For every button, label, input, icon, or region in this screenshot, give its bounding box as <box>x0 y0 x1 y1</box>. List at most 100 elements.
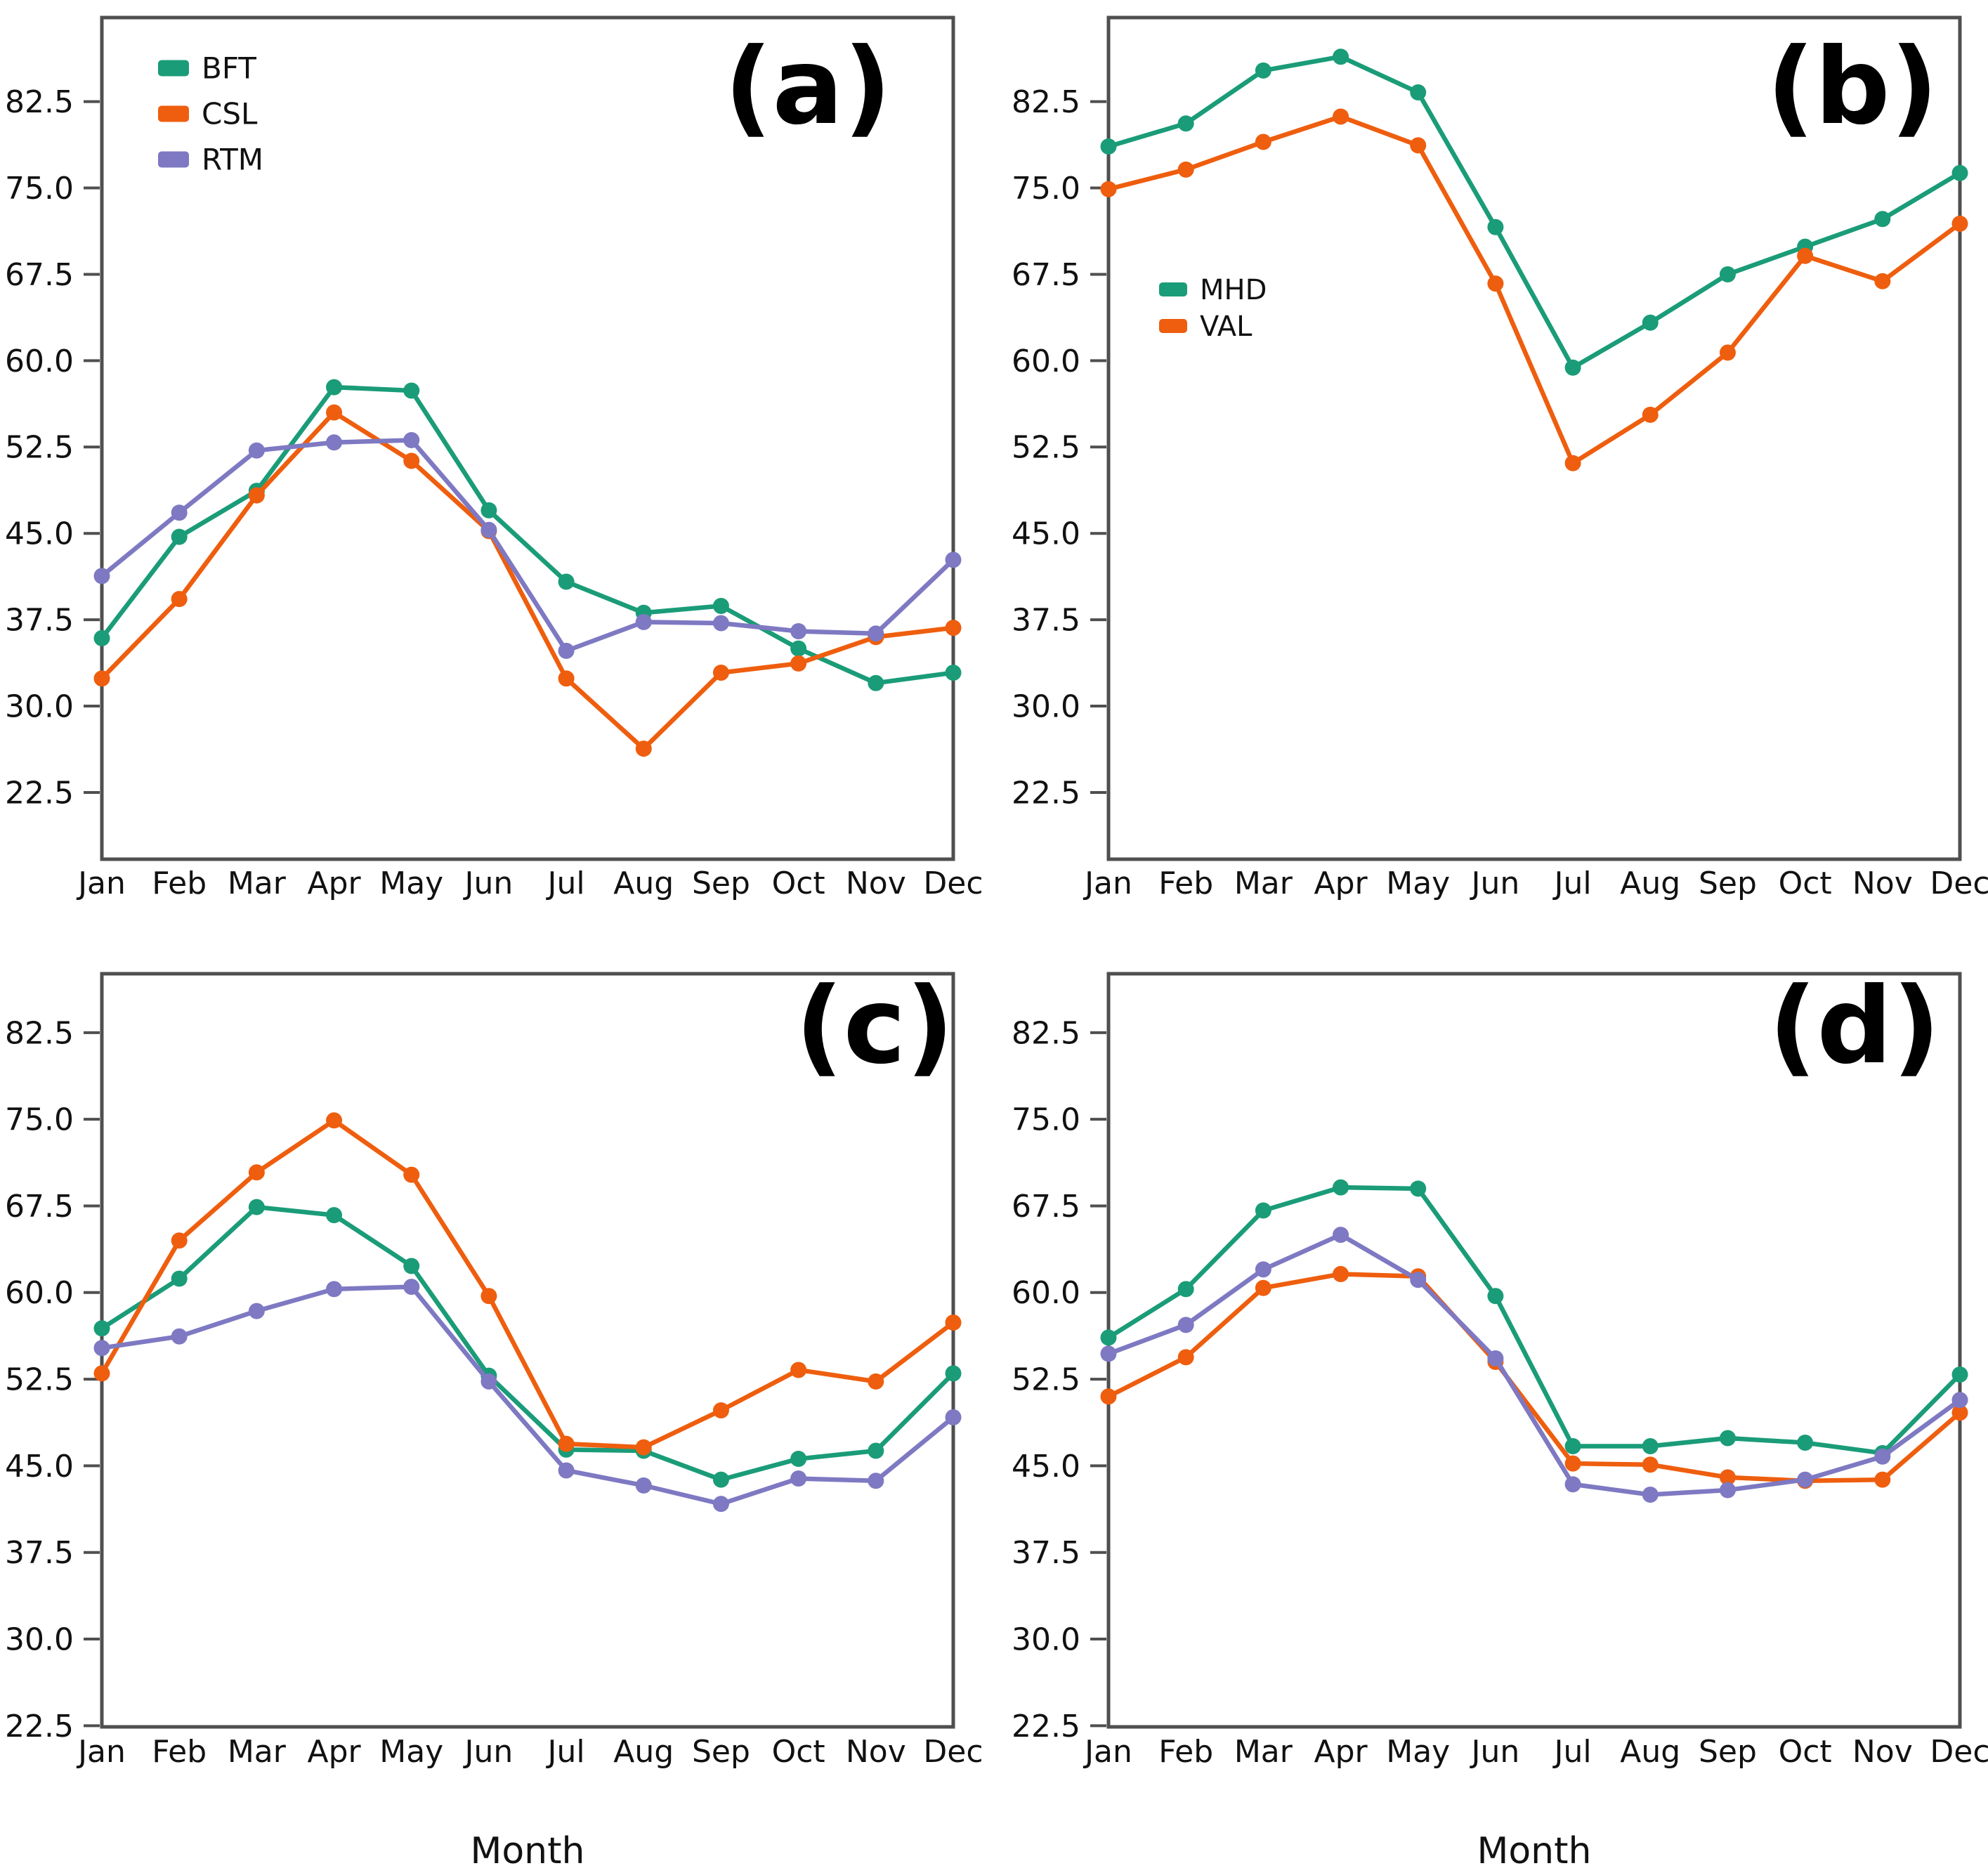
panel-b-ytick-label: 45.0 <box>1012 516 1080 552</box>
panel-a-point-bft-jun <box>480 502 497 518</box>
panel-c-ytick-label: 22.5 <box>5 1709 74 1744</box>
panel-b-point-mhd-jan <box>1100 138 1117 155</box>
panel-a-ytick-label: 75.0 <box>5 171 74 207</box>
panel-b-xtick-label-dec: Dec <box>1930 866 1988 901</box>
panel-d-point-bft-jun <box>1487 1288 1504 1305</box>
panel-d-point-rtm-dec <box>1951 1392 1968 1409</box>
panel-a-point-csl-may <box>403 452 420 469</box>
panel-d-point-bft-jan <box>1100 1329 1117 1346</box>
panel-a-legend-label-rtm: RTM <box>202 143 263 177</box>
panel-c-xaxis-title: Month <box>471 1830 585 1872</box>
panel-c-ytick-label: 67.5 <box>5 1189 74 1225</box>
panel-b-xtick-label-sep: Sep <box>1699 866 1757 901</box>
panel-d-xtick-label-nov: Nov <box>1852 1734 1913 1770</box>
panel-d-xtick-label-aug: Aug <box>1620 1734 1680 1770</box>
panel-c-ytick-label: 82.5 <box>5 1015 74 1051</box>
panel-d-point-csl-sep <box>1719 1469 1736 1486</box>
panel-b-point-mhd-jul <box>1564 359 1581 376</box>
panel-b-point-mhd-dec <box>1951 164 1968 181</box>
panel-a-xtick-label-jun: Jun <box>463 866 514 901</box>
panel-a-point-csl-dec <box>945 620 962 637</box>
panel-a-xtick-label-jan: Jan <box>76 866 126 901</box>
panel-b-series-line-val <box>1106 114 1963 466</box>
panel-d-point-rtm-may <box>1410 1272 1427 1288</box>
panel-a-point-csl-feb <box>171 591 188 608</box>
panel-a-plot-border <box>100 15 955 861</box>
panel-b-point-mhd-sep <box>1719 266 1736 282</box>
panel-a-xtick-label-nov: Nov <box>846 866 906 901</box>
panel-d-point-csl-dec <box>1951 1404 1968 1421</box>
panel-d-point-rtm-nov <box>1874 1448 1891 1465</box>
panel-c-xtick-label-nov: Nov <box>846 1734 906 1770</box>
panel-a-point-bft-sep <box>712 597 729 614</box>
panel-d-ytick-label: 67.5 <box>1012 1189 1080 1225</box>
panel-d-xtick-label-jul: Jul <box>1552 1734 1592 1770</box>
panel-c-xtick-label-mar: Mar <box>228 1734 287 1770</box>
panel-b-xtick-label-jun: Jun <box>1470 866 1520 901</box>
panel-a-xtick-label-feb: Feb <box>152 866 207 901</box>
panel-c-point-rtm-feb <box>171 1328 188 1345</box>
panel-c-point-csl-nov <box>868 1373 884 1390</box>
panel-c-xtick-label-feb: Feb <box>152 1734 207 1770</box>
panel-a-point-bft-oct <box>790 640 807 657</box>
panel-a-xtick-label-sep: Sep <box>692 866 750 901</box>
panel-d-ytick-label: 45.0 <box>1012 1449 1080 1484</box>
panel-b-legend-swatch-mhd <box>1159 282 1187 296</box>
panel-d-point-bft-dec <box>1951 1366 1968 1383</box>
panel-a-xtick-label-jul: Jul <box>546 866 585 901</box>
panel-c-ytick-label: 45.0 <box>5 1449 74 1484</box>
panel-a-xtick-label-mar: Mar <box>228 866 287 901</box>
panel-d-xtick-label-may: May <box>1386 1734 1450 1770</box>
panel-b-point-mhd-nov <box>1874 211 1891 228</box>
panel-b-point-val-jan <box>1100 181 1117 197</box>
panel-d-point-bft-sep <box>1719 1430 1736 1447</box>
panel-a-point-rtm-oct <box>790 623 807 640</box>
panel-b-ytick-label: 52.5 <box>1012 430 1080 466</box>
panel-d-point-rtm-jan <box>1100 1345 1117 1362</box>
panel-d-ytick-label: 60.0 <box>1012 1275 1080 1311</box>
panel-b-point-mhd-mar <box>1255 62 1271 79</box>
panel-b-ytick-label: 82.5 <box>1012 84 1080 120</box>
panel-c-point-csl-mar <box>248 1164 265 1181</box>
panel-a-point-bft-nov <box>868 674 884 691</box>
panel-d-point-csl-nov <box>1874 1471 1891 1488</box>
panel-d-point-bft-oct <box>1797 1435 1814 1451</box>
panel-b-ytick-label: 37.5 <box>1012 603 1080 639</box>
panel-a-legend-label-bft: BFT <box>202 51 256 86</box>
panel-d-point-rtm-aug <box>1642 1487 1659 1503</box>
panel-c-xtick-label-apr: Apr <box>307 1734 361 1770</box>
panel-d-point-rtm-apr <box>1333 1227 1349 1244</box>
panel-b-ytick-label: 67.5 <box>1012 257 1080 293</box>
panel-b-plot-border <box>1106 15 1962 861</box>
panel-c-point-csl-oct <box>790 1362 807 1378</box>
panel-c-point-bft-jan <box>93 1320 110 1337</box>
panel-c-xtick-label-oct: Oct <box>772 1734 825 1770</box>
panel-c-point-csl-jun <box>480 1288 497 1305</box>
panel-c-point-bft-nov <box>868 1442 884 1459</box>
panel-b-point-mhd-aug <box>1642 314 1659 331</box>
panel-d-series-line-rtm <box>1106 1232 1963 1497</box>
panel-a-xtick-label-aug: Aug <box>613 866 674 901</box>
panel-a-ytick-label: 60.0 <box>5 344 74 379</box>
panel-b-point-val-nov <box>1874 273 1891 289</box>
panel-c-point-csl-apr <box>326 1112 343 1129</box>
panel-c-ytick-label: 37.5 <box>5 1535 74 1571</box>
panel-b-xtick-label-may: May <box>1386 866 1450 901</box>
panel-b-xtick-label-jul: Jul <box>1552 866 1592 901</box>
panel-d-point-csl-jul <box>1564 1455 1581 1472</box>
panel-d-point-csl-jan <box>1100 1388 1117 1405</box>
panel-c-point-bft-apr <box>326 1207 343 1224</box>
panel-d-point-bft-jul <box>1564 1437 1581 1454</box>
panel-c-ytick-label: 52.5 <box>5 1362 74 1398</box>
panel-d-ytick-label: 52.5 <box>1012 1362 1080 1398</box>
panel-c-point-rtm-may <box>403 1279 420 1296</box>
panel-a-xtick-label-dec: Dec <box>923 866 983 901</box>
panel-d-xtick-label-jun: Jun <box>1470 1734 1520 1770</box>
panel-d-series-line-csl <box>1106 1272 1963 1484</box>
panel-a-ytick-label: 67.5 <box>5 257 74 293</box>
panel-d-xtick-label-dec: Dec <box>1930 1734 1988 1770</box>
panel-c-point-rtm-mar <box>248 1303 265 1319</box>
panel-c-point-csl-dec <box>945 1314 962 1331</box>
panel-b-point-val-sep <box>1719 344 1736 361</box>
